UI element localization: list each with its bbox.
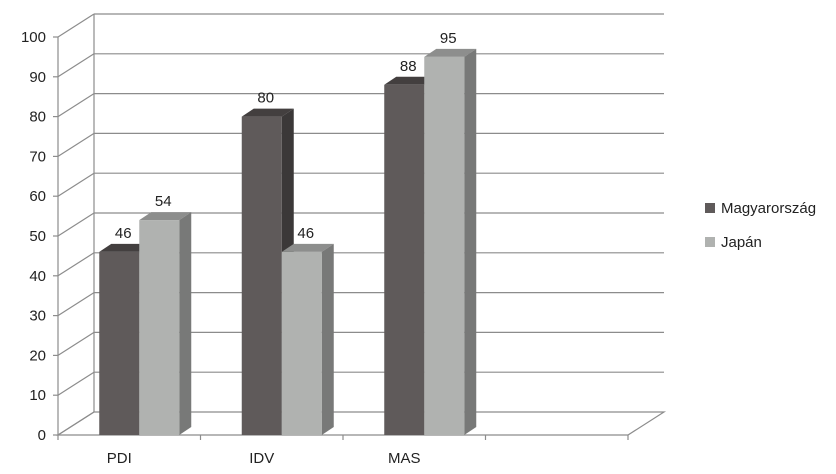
data-label-pdi-2: 54 bbox=[155, 193, 172, 210]
data-label-idv-1: 80 bbox=[257, 90, 274, 107]
bar-side-face bbox=[464, 48, 477, 436]
bar-idv-series-2 bbox=[281, 243, 334, 435]
data-labels: 46 54 80 46 88 95 bbox=[115, 30, 457, 242]
data-label-mas-1: 88 bbox=[400, 58, 417, 75]
bar-front-face bbox=[99, 251, 140, 435]
y-tick-label: 10 bbox=[29, 387, 46, 404]
gridline-side-60 bbox=[57, 172, 95, 197]
x-tick-label-mas: MAS bbox=[388, 450, 421, 467]
data-label-mas-2: 95 bbox=[440, 30, 457, 47]
legend-swatch-2 bbox=[705, 237, 715, 247]
bar-side-face bbox=[321, 243, 334, 435]
gridline-side-40 bbox=[57, 252, 95, 277]
y-tick-label: 60 bbox=[29, 188, 46, 205]
bar-mas-series-2 bbox=[424, 48, 477, 436]
bar-front-face bbox=[281, 251, 322, 435]
gridline-side-80 bbox=[57, 93, 95, 118]
x-tick-label-pdi: PDI bbox=[107, 450, 132, 467]
legend-label-2: Japán bbox=[721, 234, 762, 251]
bar-side-face bbox=[179, 212, 192, 435]
gridline-side-10 bbox=[57, 371, 95, 396]
bar-front-face bbox=[241, 116, 282, 435]
x-axis-ticks: PDI IDV MAS bbox=[57, 435, 629, 467]
gridline-side-50 bbox=[57, 212, 95, 237]
gridline-side-90 bbox=[57, 53, 95, 78]
y-tick-label: 90 bbox=[29, 69, 46, 86]
y-tick-label: 20 bbox=[29, 347, 46, 364]
bar-front-face bbox=[384, 84, 425, 435]
bar-front-face bbox=[139, 220, 180, 435]
data-label-pdi-1: 46 bbox=[115, 225, 132, 242]
gridline-side-70 bbox=[57, 132, 95, 157]
gridline-side-0 bbox=[57, 411, 95, 436]
bar-pdi-series-2 bbox=[139, 212, 192, 435]
bar-top-face bbox=[99, 243, 152, 252]
bars bbox=[99, 48, 477, 436]
legend: Magyarország Japán bbox=[705, 200, 816, 251]
gridline-side-100 bbox=[57, 13, 95, 38]
bar-top-face bbox=[281, 243, 334, 252]
x-tick-label-idv: IDV bbox=[249, 450, 274, 467]
legend-label-1: Magyarország bbox=[721, 200, 816, 217]
bar-top-face bbox=[424, 48, 477, 57]
gridline-side-20 bbox=[57, 331, 95, 356]
y-tick-label: 0 bbox=[38, 427, 46, 444]
bar-front-face bbox=[424, 56, 465, 436]
y-tick-label: 30 bbox=[29, 308, 46, 325]
y-tick-label: 70 bbox=[29, 148, 46, 165]
y-axis-ticks: 0 10 20 30 40 50 60 70 80 90 100 bbox=[21, 29, 58, 444]
data-label-idv-2: 46 bbox=[297, 225, 314, 242]
legend-swatch-1 bbox=[705, 203, 715, 213]
y-tick-label: 100 bbox=[21, 29, 46, 46]
y-tick-label: 40 bbox=[29, 268, 46, 285]
bar-top-face bbox=[241, 108, 294, 117]
y-tick-label: 80 bbox=[29, 109, 46, 126]
y-tick-label: 50 bbox=[29, 228, 46, 245]
bar-top-face bbox=[139, 212, 192, 221]
bar-top-face bbox=[384, 76, 437, 85]
gridline-side-30 bbox=[57, 292, 95, 317]
